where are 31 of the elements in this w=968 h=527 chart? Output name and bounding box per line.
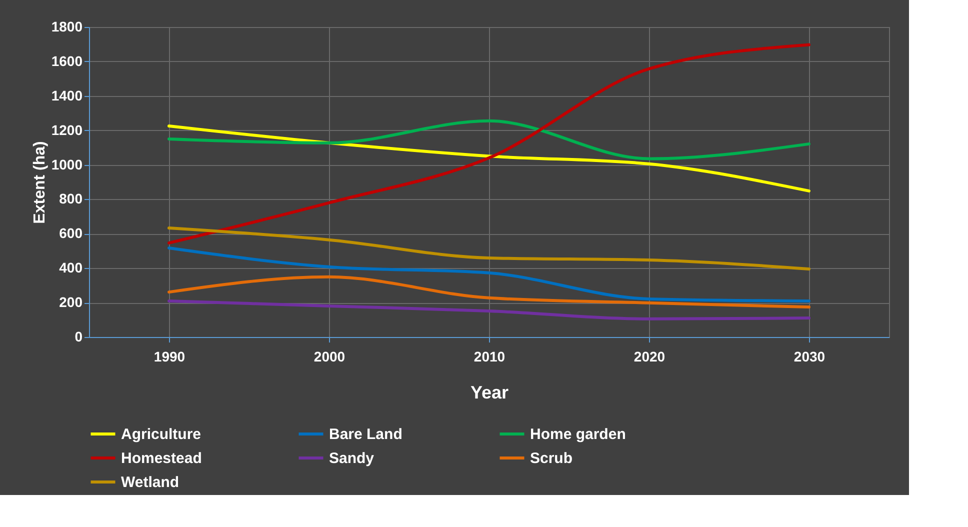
legend-label: Scrub [530,450,573,467]
line-series [168,300,810,320]
y-tick-label: 200 [59,294,83,310]
y-axis-title: Extent (ha) [31,141,48,224]
y-tick-label: 1400 [51,87,83,104]
legend-label: Agriculture [121,426,202,443]
legend-label: Wetland [121,474,180,491]
legend-label: Homestead [121,450,202,467]
y-tick-label: 1200 [51,122,83,138]
legend-label: Sandy [329,450,375,467]
y-tick-label: 1000 [51,156,83,172]
line-series [168,275,810,309]
legend-label: Home garden [530,426,626,443]
y-tick-label: 0 [74,328,83,344]
y-tick-label: 400 [59,260,83,276]
y-tick-label: 1600 [51,52,83,69]
line-series [168,246,810,303]
line-series [168,226,810,270]
y-tick-label: 600 [59,225,83,242]
x-tick-label: 2000 [314,348,346,364]
line-series [168,124,810,192]
x-axis-title: Year [470,382,509,402]
x-tick-label: 1990 [154,348,186,364]
line-series [168,43,810,244]
y-tick-label: 1800 [51,18,83,34]
y-tick-label: 800 [59,190,83,207]
x-tick-label: 2020 [634,348,666,364]
line-series [168,119,810,160]
x-tick-label: 2030 [794,348,826,364]
x-tick-label: 2010 [474,348,506,364]
legend-label: Bare Land [329,426,402,443]
